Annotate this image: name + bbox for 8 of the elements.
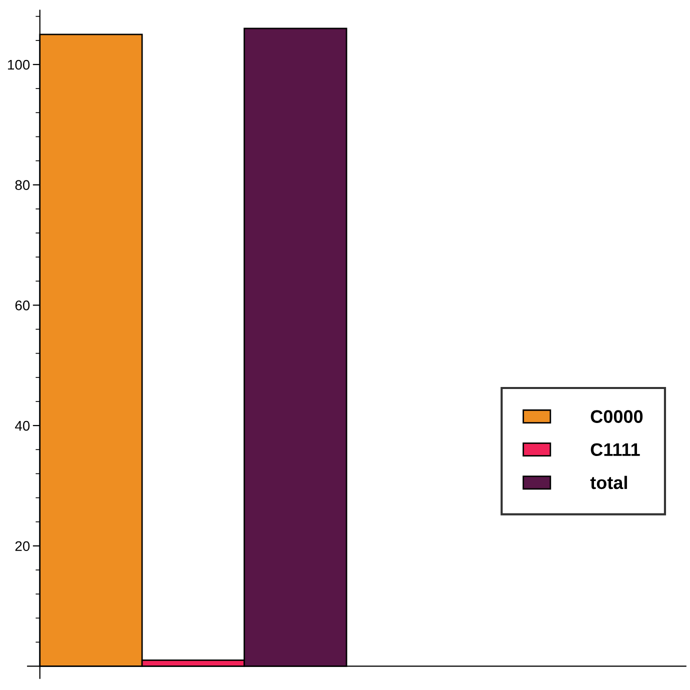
y-tick-label: 60	[15, 300, 30, 310]
y-tick-label: 100	[8, 60, 30, 70]
y-tick-label: 40	[15, 420, 30, 431]
legend-label: C0000	[590, 410, 643, 423]
y-tick-label: 80	[15, 180, 30, 190]
legend-label: total	[590, 476, 627, 490]
y-tick-label: 20	[15, 541, 30, 552]
legend-label: C1111	[590, 443, 640, 456]
